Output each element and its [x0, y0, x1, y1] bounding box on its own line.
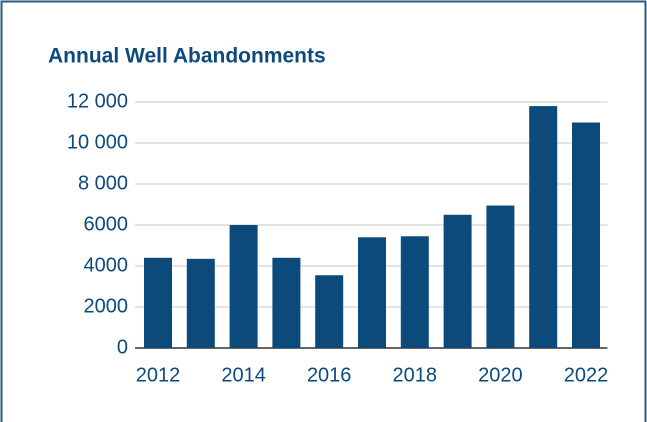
x-tick-label: 2022	[564, 364, 609, 386]
x-tick-label: 2016	[307, 364, 352, 386]
x-tick-label: 2018	[393, 364, 438, 386]
bar	[144, 257, 172, 348]
bar	[572, 122, 600, 348]
bar	[529, 106, 558, 348]
bar	[229, 225, 258, 348]
bar	[186, 258, 215, 348]
y-tick-label: 2000	[84, 295, 129, 317]
chart-title: Annual Well Abandonments	[48, 45, 326, 68]
x-tick-label: 2014	[221, 364, 266, 386]
bar	[358, 237, 386, 348]
bar	[400, 236, 429, 348]
x-tick-label: 2020	[478, 364, 523, 386]
bar	[315, 275, 344, 348]
y-tick-label: 12 000	[67, 90, 128, 112]
y-tick-label: 0	[117, 336, 128, 358]
bar	[486, 205, 515, 348]
y-tick-label: 6000	[84, 213, 129, 235]
x-tick-label: 2012	[136, 364, 181, 386]
y-tick-label: 4000	[84, 254, 129, 276]
y-tick-label: 10 000	[67, 131, 128, 153]
y-tick-label: 8 000	[78, 172, 128, 194]
bar	[272, 257, 301, 348]
bar	[443, 214, 472, 348]
